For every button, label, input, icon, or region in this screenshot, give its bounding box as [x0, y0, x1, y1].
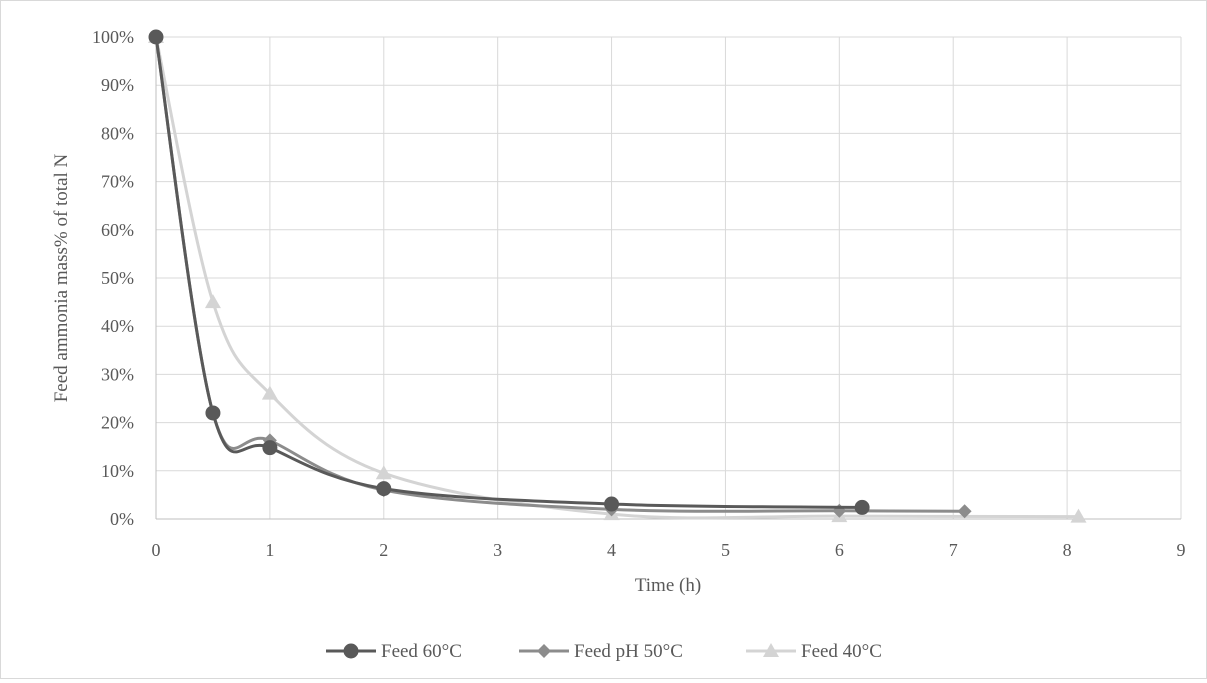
- data-point: [262, 440, 278, 456]
- legend-label: Feed 40°C: [801, 641, 882, 662]
- series-line: [154, 36, 1079, 520]
- x-tick-label: 1: [265, 540, 274, 560]
- data-point: [148, 29, 164, 45]
- x-tick-label: 3: [493, 540, 502, 560]
- legend-label: Feed pH 50°C: [574, 641, 683, 662]
- x-tick-label: 7: [949, 540, 958, 560]
- y-tick-label: 40%: [101, 316, 134, 336]
- data-point: [604, 496, 620, 512]
- y-tick-label: 20%: [101, 413, 134, 433]
- series-line: [154, 36, 863, 509]
- y-axis-title: Feed ammonia mass% of total N: [51, 153, 72, 402]
- axes: [155, 37, 1181, 520]
- y-tick-label: 80%: [101, 123, 134, 143]
- legend-marker: [763, 643, 779, 657]
- data-point: [204, 294, 221, 309]
- y-tick-label: 100%: [92, 27, 134, 47]
- y-tick-label: 70%: [101, 172, 134, 192]
- x-tick-label: 8: [1063, 540, 1072, 560]
- x-tick-label: 5: [721, 540, 730, 560]
- data-point: [261, 385, 278, 400]
- y-tick-label: 60%: [101, 220, 134, 240]
- y-tick-label: 50%: [101, 268, 134, 288]
- x-tick-label: 0: [152, 540, 161, 560]
- x-tick-label: 6: [835, 540, 844, 560]
- legend: Feed 60°C Feed pH 50°C Feed 40°C: [326, 641, 882, 662]
- grid-lines: [156, 36, 1182, 519]
- legend-item: Feed 60°C: [326, 641, 462, 662]
- data-point: [854, 499, 870, 515]
- x-axis-title: Time (h): [635, 575, 701, 596]
- series-lines: [148, 29, 1087, 523]
- legend-label: Feed 60°C: [381, 641, 462, 662]
- legend-marker: [537, 644, 551, 658]
- y-tick-label: 90%: [101, 75, 134, 95]
- legend-marker: [343, 643, 359, 659]
- series-1: [148, 29, 870, 515]
- series-3: [148, 29, 1087, 523]
- series-line: [154, 36, 965, 513]
- data-point: [375, 465, 392, 480]
- y-tick-label: 0%: [110, 509, 134, 529]
- data-point: [376, 481, 392, 497]
- x-tick-label: 4: [607, 540, 616, 560]
- tick-labels: 0% 10% 20% 30% 40% 50% 60% 70% 80% 90% 100% 0 1 2 3 4 5 6…: [92, 27, 1186, 560]
- data-point: [957, 504, 972, 519]
- data-point: [1070, 508, 1087, 523]
- legend-item: Feed pH 50°C: [519, 641, 683, 662]
- y-tick-label: 10%: [101, 461, 134, 481]
- legend-item: Feed 40°C: [746, 641, 882, 662]
- data-point: [205, 405, 221, 421]
- y-tick-label: 30%: [101, 364, 134, 384]
- x-tick-label: 2: [379, 540, 388, 560]
- x-tick-label: 9: [1177, 540, 1186, 560]
